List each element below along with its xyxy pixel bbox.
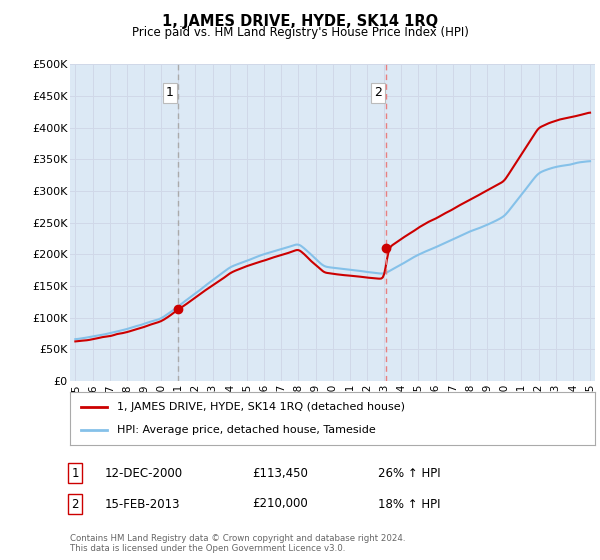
Text: 1: 1 — [166, 86, 173, 99]
Text: Price paid vs. HM Land Registry's House Price Index (HPI): Price paid vs. HM Land Registry's House … — [131, 26, 469, 39]
Text: 2: 2 — [374, 86, 382, 99]
Text: HPI: Average price, detached house, Tameside: HPI: Average price, detached house, Tame… — [118, 425, 376, 435]
Text: £113,450: £113,450 — [252, 466, 308, 480]
Text: 26% ↑ HPI: 26% ↑ HPI — [378, 466, 440, 480]
Text: Contains HM Land Registry data © Crown copyright and database right 2024.
This d: Contains HM Land Registry data © Crown c… — [70, 534, 406, 553]
Text: 1: 1 — [71, 466, 79, 480]
Text: 15-FEB-2013: 15-FEB-2013 — [105, 497, 181, 511]
Text: 12-DEC-2000: 12-DEC-2000 — [105, 466, 183, 480]
Text: 1, JAMES DRIVE, HYDE, SK14 1RQ: 1, JAMES DRIVE, HYDE, SK14 1RQ — [162, 14, 438, 29]
Text: £210,000: £210,000 — [252, 497, 308, 511]
Text: 1, JAMES DRIVE, HYDE, SK14 1RQ (detached house): 1, JAMES DRIVE, HYDE, SK14 1RQ (detached… — [118, 402, 406, 412]
Text: 18% ↑ HPI: 18% ↑ HPI — [378, 497, 440, 511]
Text: 2: 2 — [71, 497, 79, 511]
